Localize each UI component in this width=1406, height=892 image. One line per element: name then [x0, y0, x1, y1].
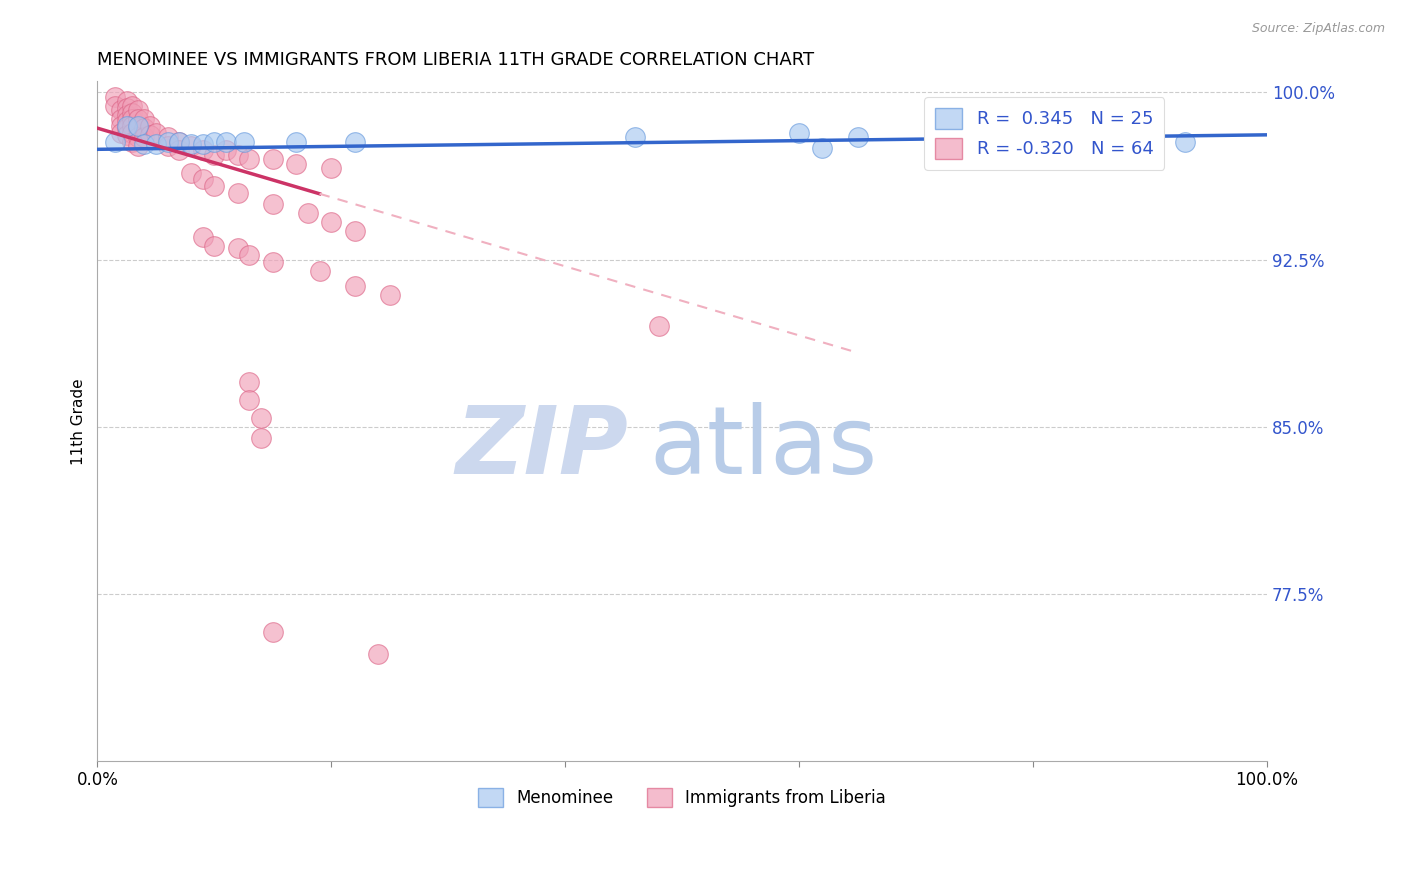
Point [180, 166, 202, 180]
Point [115, 128, 138, 142]
Point [139, 119, 162, 133]
Point [121, 99, 143, 113]
Point [1092, 130, 1115, 145]
Point [134, 136, 156, 151]
Point [378, 288, 401, 302]
Point [145, 126, 167, 140]
Point [167, 135, 190, 149]
Point [191, 136, 214, 151]
Point [1115, 141, 1137, 155]
Point [308, 264, 330, 278]
Point [127, 121, 149, 136]
Point [226, 242, 249, 256]
Point [202, 239, 225, 253]
Point [238, 392, 260, 407]
Text: MENOMINEE VS IMMIGRANTS FROM LIBERIA 11TH GRADE CORRELATION CHART: MENOMINEE VS IMMIGRANTS FROM LIBERIA 11T… [97, 51, 814, 69]
Point [127, 112, 149, 127]
Point [121, 126, 143, 140]
Point [115, 101, 138, 115]
Text: atlas: atlas [650, 402, 879, 494]
Point [343, 224, 366, 238]
Point [846, 130, 869, 145]
Point [1022, 130, 1045, 145]
Point [238, 375, 260, 389]
Point [226, 148, 249, 162]
Point [121, 112, 143, 127]
Point [104, 90, 127, 104]
Point [180, 136, 202, 151]
Point [250, 431, 273, 445]
Point [167, 135, 190, 149]
Text: Source: ZipAtlas.com: Source: ZipAtlas.com [1251, 22, 1385, 36]
Point [215, 135, 238, 149]
Point [110, 119, 132, 133]
Point [127, 119, 149, 133]
Point [262, 153, 284, 167]
Point [343, 279, 366, 293]
Point [156, 130, 179, 145]
Point [110, 103, 132, 118]
Point [1174, 135, 1197, 149]
Point [115, 119, 138, 133]
Point [110, 126, 132, 140]
Point [121, 119, 143, 133]
Point [343, 135, 366, 149]
Point [215, 144, 238, 158]
Point [104, 135, 127, 149]
Point [191, 172, 214, 186]
Point [127, 103, 149, 118]
Point [145, 136, 167, 151]
Point [262, 624, 284, 639]
Point [238, 153, 260, 167]
Point [115, 108, 138, 122]
Point [110, 112, 132, 127]
Point [167, 144, 190, 158]
Point [262, 255, 284, 269]
Legend: Menominee, Immigrants from Liberia: Menominee, Immigrants from Liberia [471, 781, 893, 814]
Point [139, 128, 162, 142]
Point [191, 230, 214, 244]
Point [104, 99, 127, 113]
Text: ZIP: ZIP [456, 402, 628, 494]
Point [624, 130, 647, 145]
Point [134, 112, 156, 127]
Point [648, 319, 671, 334]
Point [250, 410, 273, 425]
Point [180, 139, 202, 153]
Point [321, 161, 343, 176]
Point [115, 95, 138, 109]
Point [127, 139, 149, 153]
Point [134, 121, 156, 136]
Y-axis label: 11th Grade: 11th Grade [72, 378, 86, 465]
Point [191, 144, 214, 158]
Point [202, 135, 225, 149]
Point [127, 130, 149, 145]
Point [787, 126, 810, 140]
Point [121, 135, 143, 149]
Point [115, 121, 138, 136]
Point [285, 157, 308, 171]
Point [1022, 141, 1045, 155]
Point [238, 248, 260, 262]
Point [115, 114, 138, 128]
Point [297, 206, 319, 220]
Point [134, 130, 156, 145]
Point [121, 105, 143, 120]
Point [226, 186, 249, 200]
Point [811, 141, 834, 155]
Point [156, 139, 179, 153]
Point [928, 126, 950, 140]
Point [232, 135, 254, 149]
Point [202, 179, 225, 194]
Point [367, 647, 389, 661]
Point [321, 215, 343, 229]
Point [156, 135, 179, 149]
Point [285, 135, 308, 149]
Point [262, 197, 284, 211]
Point [202, 148, 225, 162]
